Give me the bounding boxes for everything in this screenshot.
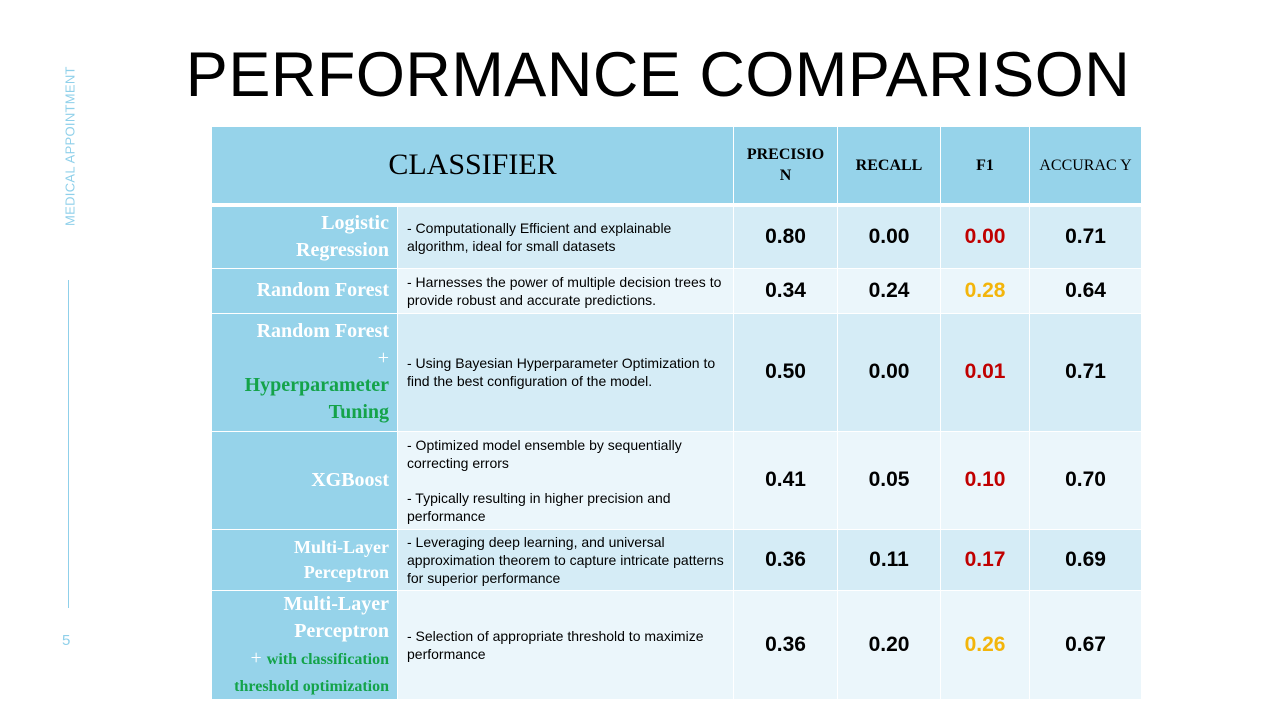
accuracy-value: 0.69 (1029, 528, 1142, 591)
classifier-variant-line: Tuning (328, 401, 389, 423)
classifier-name-line: Perceptron (303, 561, 389, 582)
classifier-name-line: Random Forest (256, 320, 389, 342)
classifier-name: Random Forest (211, 267, 398, 314)
plus-sign: + (250, 646, 262, 669)
recall-value: 0.05 (837, 430, 941, 530)
recall-value: 0.00 (837, 204, 941, 269)
classifier-name: Logistic Regression (211, 204, 398, 269)
classifier-variant-line: threshold optimization (234, 677, 389, 695)
table-header-row: CLASSIFIER PRECISIO N RECALL F1 ACCURAC … (211, 126, 1142, 207)
accuracy-value: 0.71 (1029, 204, 1142, 269)
classifier-name: XGBoost (211, 430, 398, 530)
precision-value: 0.80 (733, 204, 838, 269)
classifier-name: Multi-Layer Perceptron (211, 528, 398, 591)
classifier-variant-line: Hyperparameter (244, 374, 389, 396)
recall-value: 0.20 (837, 589, 941, 700)
recall-value: 0.11 (837, 528, 941, 591)
header-precision: PRECISIO N (733, 126, 838, 207)
precision-value: 0.41 (733, 430, 838, 530)
table-row: Random Forest - Harnesses the power of m… (211, 267, 1142, 314)
page-number: 5 (62, 632, 71, 649)
table-row: Multi-Layer Perceptron - Leveraging deep… (211, 528, 1142, 591)
sidebar-divider (68, 280, 69, 608)
table-row: Logistic Regression - Computationally Ef… (211, 204, 1142, 269)
f1-value: 0.00 (940, 204, 1030, 269)
classifier-name-line: Perceptron (294, 619, 389, 642)
recall-value: 0.24 (837, 267, 941, 314)
f1-value: 0.17 (940, 528, 1030, 591)
plus-sign: + (377, 347, 389, 369)
header-f1: F1 (940, 126, 1030, 207)
classifier-name-line: Multi-Layer (294, 536, 389, 557)
description-point: - Optimized model ensemble by sequential… (407, 436, 682, 471)
classifier-name-line: Logistic (321, 212, 389, 235)
classifier-variant-line: with classification (266, 650, 389, 668)
f1-value: 0.10 (940, 430, 1030, 530)
classifier-name: Random Forest + Hyperparameter Tuning (211, 312, 398, 432)
classifier-name: Multi-Layer Perceptron + with classifica… (211, 589, 398, 700)
header-accuracy: ACCURAC Y (1029, 126, 1142, 207)
classifier-description: - Selection of appropriate threshold to … (397, 589, 734, 700)
table-row: Multi-Layer Perceptron + with classifica… (211, 589, 1142, 700)
classifier-name-line: Regression (296, 239, 389, 262)
classifier-description: - Leveraging deep learning, and universa… (397, 528, 734, 591)
precision-value: 0.34 (733, 267, 838, 314)
classifier-name-line: Multi-Layer (283, 592, 389, 615)
accuracy-value: 0.64 (1029, 267, 1142, 314)
page-title: PERFORMANCE COMPARISON (185, 40, 1131, 110)
classifier-name-line: Random Forest (256, 279, 389, 301)
accuracy-value: 0.67 (1029, 589, 1142, 700)
performance-table: CLASSIFIER PRECISIO N RECALL F1 ACCURAC … (211, 126, 1142, 700)
classifier-description: - Harnesses the power of multiple decisi… (397, 267, 734, 314)
sidebar-section-label: MEDICAL APPOINTMENT (62, 66, 78, 226)
precision-value: 0.36 (733, 528, 838, 591)
f1-value: 0.26 (940, 589, 1030, 700)
classifier-description: - Using Bayesian Hyperparameter Optimiza… (397, 312, 734, 432)
description-point: - Typically resulting in higher precisio… (407, 489, 671, 524)
table-row: Random Forest + Hyperparameter Tuning - … (211, 312, 1142, 432)
recall-value: 0.00 (837, 312, 941, 432)
precision-value: 0.36 (733, 589, 838, 700)
precision-value: 0.50 (733, 312, 838, 432)
f1-value: 0.01 (940, 312, 1030, 432)
f1-value: 0.28 (940, 267, 1030, 314)
table-row: XGBoost - Optimized model ensemble by se… (211, 430, 1142, 530)
header-recall: RECALL (837, 126, 941, 207)
accuracy-value: 0.70 (1029, 430, 1142, 530)
classifier-name-line: XGBoost (311, 468, 389, 491)
header-classifier: CLASSIFIER (211, 126, 734, 207)
classifier-description: - Computationally Efficient and explaina… (397, 204, 734, 269)
accuracy-value: 0.71 (1029, 312, 1142, 432)
classifier-description: - Optimized model ensemble by sequential… (397, 430, 734, 530)
